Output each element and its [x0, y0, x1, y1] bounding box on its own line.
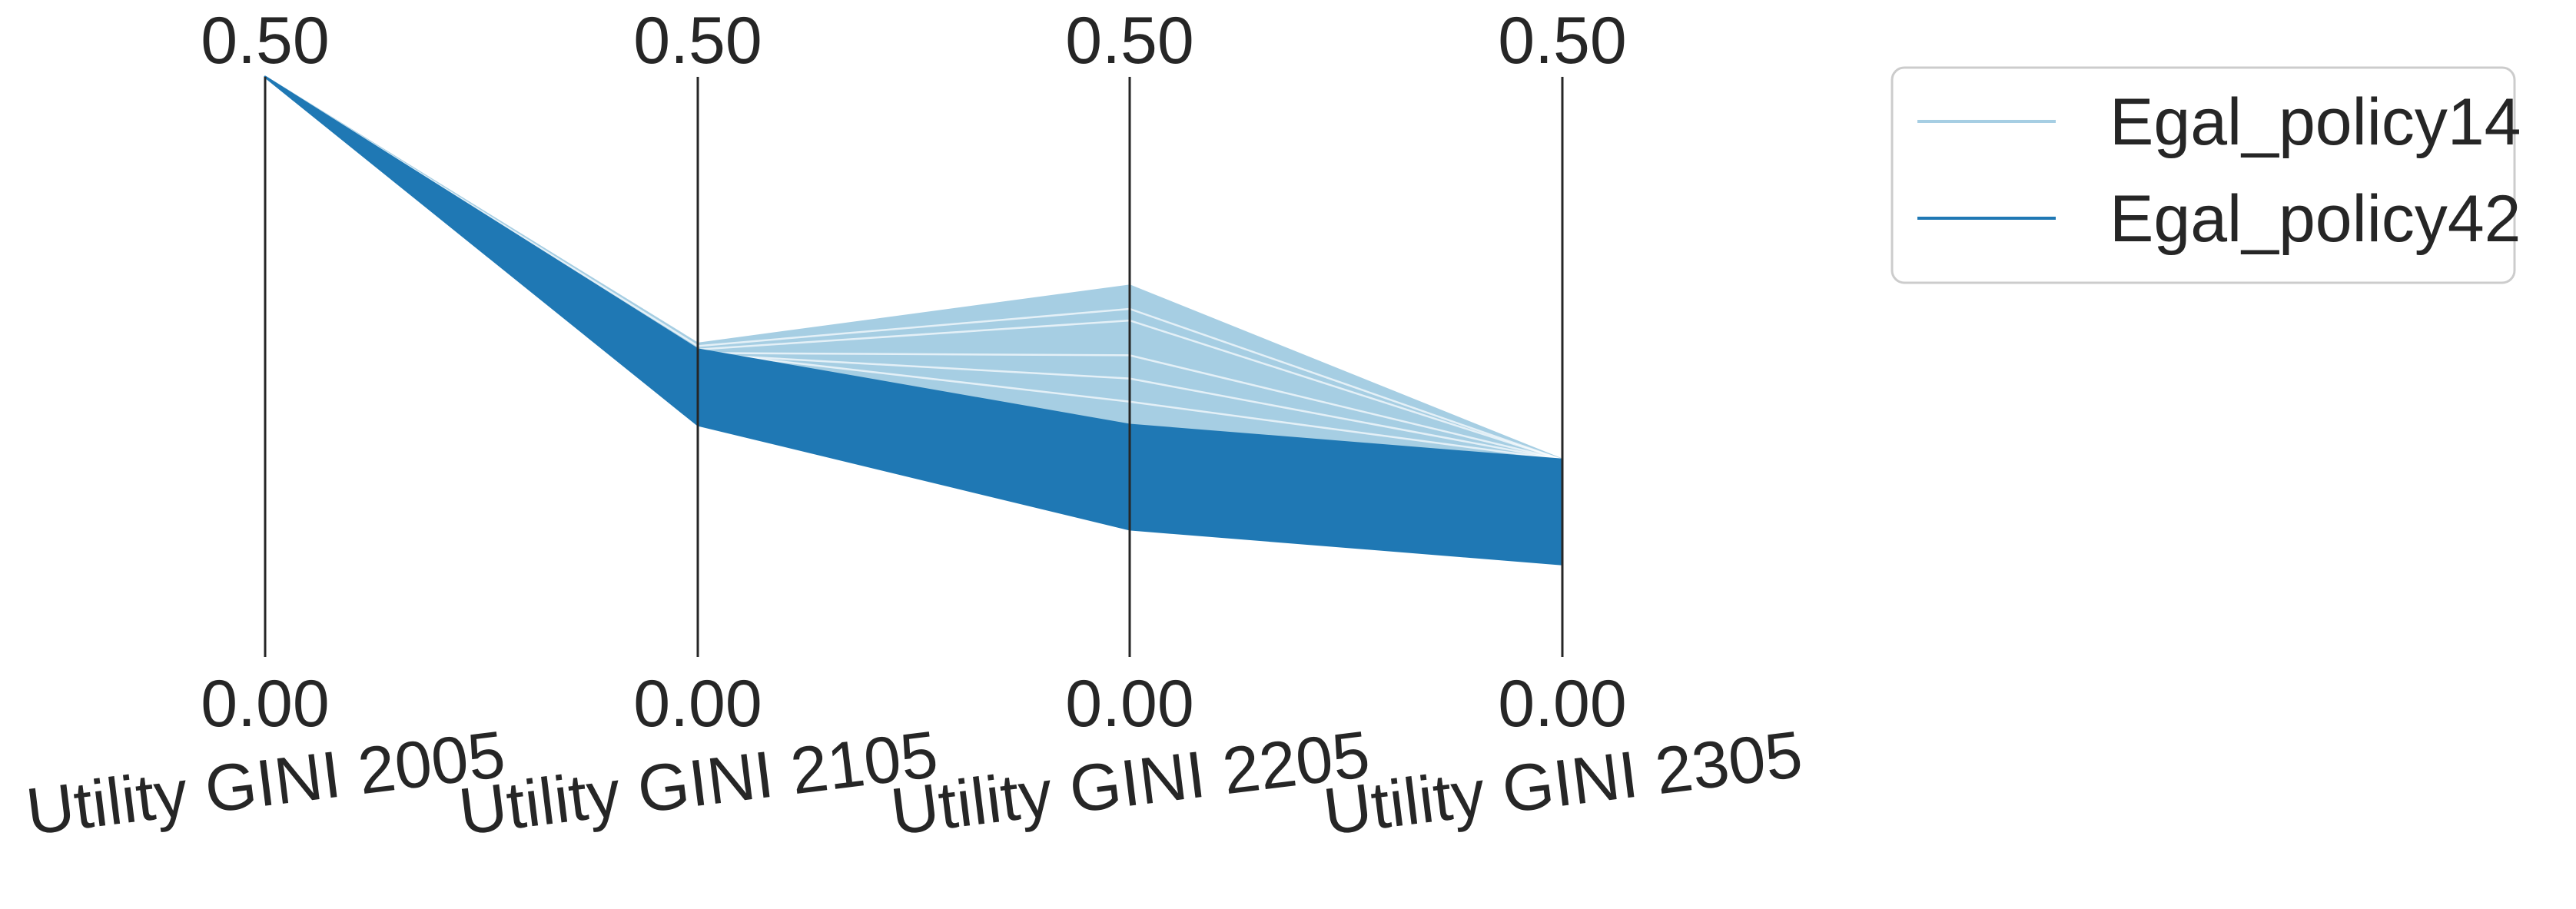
axis-bottom-tick-1: 0.00: [633, 667, 762, 741]
axis-top-tick-2: 0.50: [1065, 4, 1193, 78]
axis-bottom-tick-3: 0.00: [1498, 667, 1626, 741]
axis-top-tick-0: 0.50: [201, 4, 329, 78]
legend: Egal_policy14 Egal_policy42: [1891, 66, 2521, 284]
series-layer: [264, 75, 1564, 566]
axis-top-tick-1: 0.50: [633, 4, 762, 78]
series-line-egal-policy14-3: [264, 75, 1563, 461]
axis-top-tick-3: 0.50: [1498, 4, 1626, 78]
axis-bottom-tick-2: 0.00: [1065, 667, 1193, 741]
axis-bottom-tick-0: 0.00: [201, 667, 329, 741]
legend-label-egal-policy42: Egal_policy42: [2110, 182, 2521, 256]
legend-label-egal-policy14: Egal_policy14: [2110, 85, 2521, 159]
